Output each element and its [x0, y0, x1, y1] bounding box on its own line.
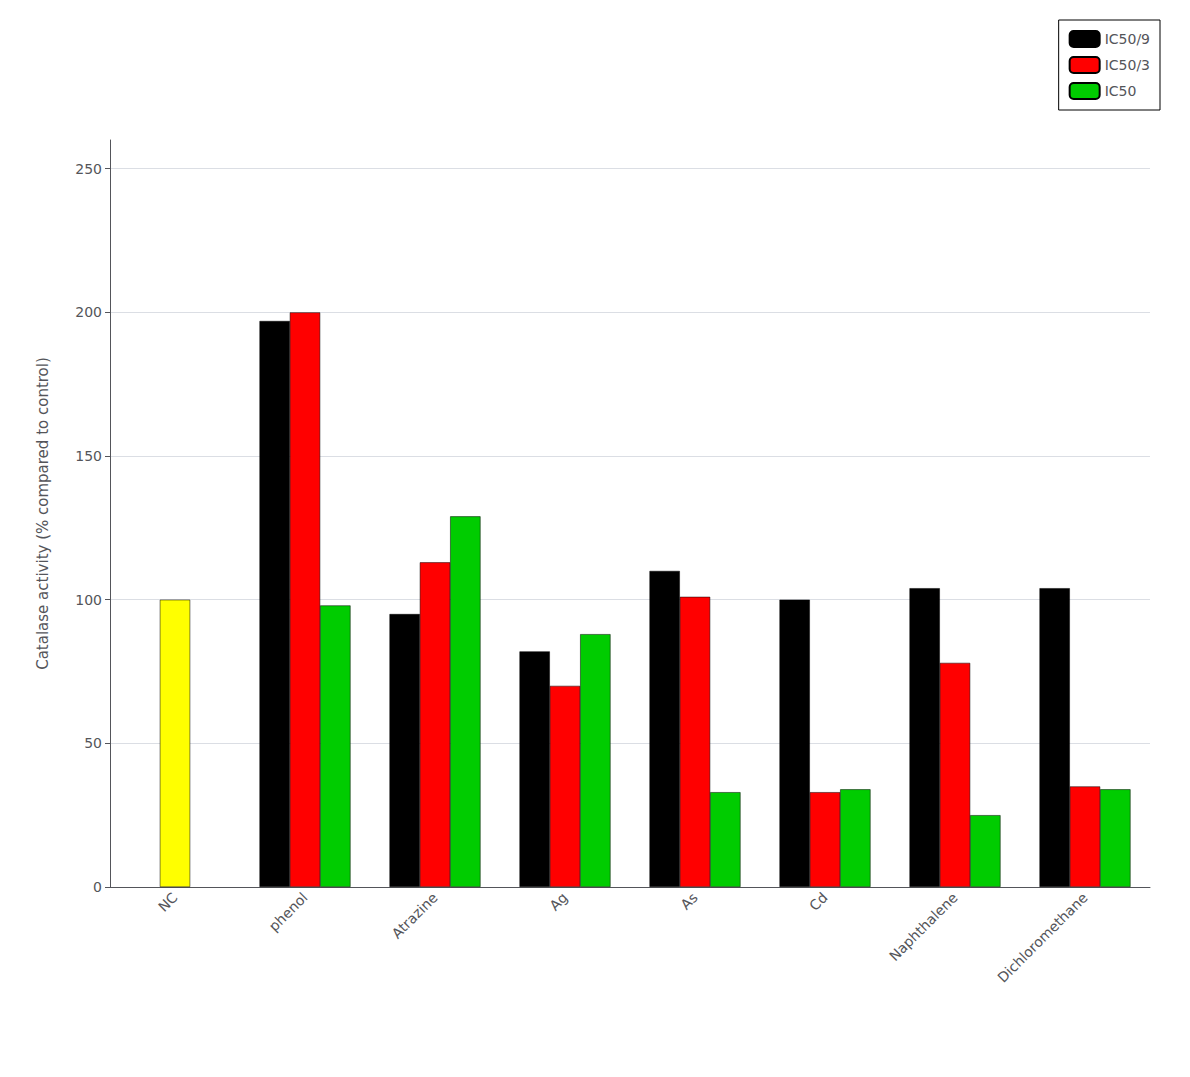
svg-text:0: 0: [93, 879, 102, 895]
svg-text:150: 150: [75, 448, 102, 464]
svg-text:Atrazine: Atrazine: [388, 889, 440, 941]
svg-text:NC: NC: [155, 889, 181, 915]
svg-text:200: 200: [75, 304, 102, 320]
svg-text:As: As: [677, 889, 700, 912]
svg-text:IC50: IC50: [1105, 83, 1137, 99]
svg-text:Naphthalene: Naphthalene: [886, 889, 961, 964]
svg-text:100: 100: [75, 592, 102, 608]
svg-text:50: 50: [84, 735, 102, 751]
svg-text:Catalase activity (% compared: Catalase activity (% compared to control…: [34, 357, 52, 670]
svg-text:IC50/3: IC50/3: [1105, 57, 1150, 73]
svg-text:Cd: Cd: [806, 889, 831, 914]
svg-text:IC50/9: IC50/9: [1105, 31, 1150, 47]
svg-text:phenol: phenol: [266, 889, 311, 934]
svg-text:250: 250: [75, 161, 102, 177]
svg-text:Ag: Ag: [546, 889, 570, 913]
svg-text:Dichloromethane: Dichloromethane: [994, 889, 1090, 985]
